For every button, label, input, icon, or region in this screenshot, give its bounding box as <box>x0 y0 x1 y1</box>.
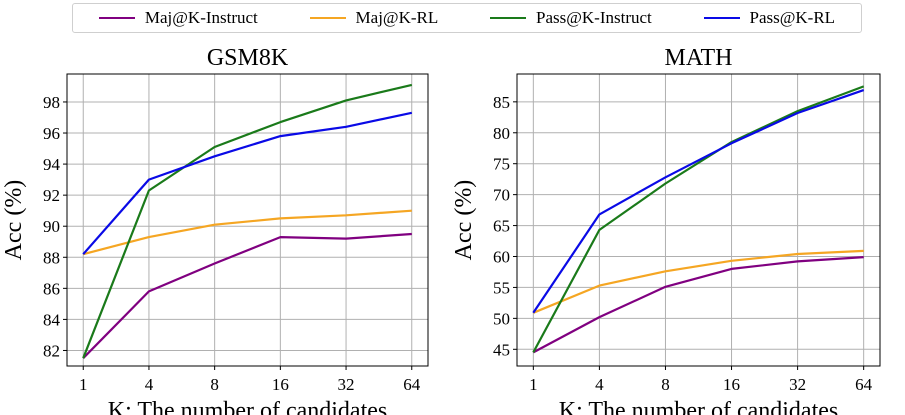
y-tick-label: 88 <box>43 248 60 267</box>
series-line-pass-k-rl <box>82 111 413 255</box>
y-tick-label: 60 <box>493 248 510 267</box>
legend-item-pass-rl: Pass@K-RL <box>703 8 836 28</box>
series-line-pass-k-instruct <box>82 83 413 359</box>
x-tick-label: 64 <box>403 375 421 394</box>
x-tick-label: 8 <box>661 375 670 394</box>
x-tick-label: 8 <box>210 375 219 394</box>
legend: Maj@K-Instruct Maj@K-RL Pass@K-Instruct … <box>72 3 862 33</box>
plot-frame <box>516 73 881 367</box>
y-tick-label: 75 <box>493 155 510 174</box>
series-line-maj-k-rl <box>532 249 864 314</box>
legend-item-maj-rl: Maj@K-RL <box>309 8 439 28</box>
y-tick-label: 90 <box>43 217 60 236</box>
legend-swatch <box>490 17 526 19</box>
legend-label: Pass@K-Instruct <box>536 8 652 27</box>
y-tick-label: 45 <box>493 340 510 359</box>
x-axis-label: K: The number of candidates <box>559 398 838 415</box>
legend-item-maj-instruct: Maj@K-Instruct <box>98 8 258 28</box>
x-tick-label: 1 <box>529 375 538 394</box>
legend-swatch <box>98 17 135 19</box>
x-tick-label: 4 <box>145 375 154 394</box>
chart-panel-gsm8k: 82 84 86 88 90 92 94 96 98 1 4 8 16 32 64 GSM8K K: The n… <box>1 45 429 415</box>
y-tick-label: 70 <box>493 186 510 205</box>
y-tick-label: 92 <box>43 186 60 205</box>
y-tick-label: 96 <box>43 124 60 143</box>
y-tick-label: 98 <box>43 93 60 112</box>
chart-panel-math: 45 50 55 60 65 70 75 80 85 1 4 8 16 32 64 MATH K: The nu… <box>451 45 881 415</box>
legend-label: Maj@K-Instruct <box>144 8 258 27</box>
x-tick-label: 16 <box>272 375 289 394</box>
legend-item-pass-instruct: Pass@K-Instruct <box>490 8 652 28</box>
series-line-maj-k-rl <box>82 209 412 256</box>
x-tick-label: 32 <box>789 375 806 394</box>
y-tick-label: 86 <box>43 279 60 298</box>
series-line-maj-k-instruct <box>82 232 412 359</box>
chart-title: MATH <box>664 45 732 71</box>
y-axis-label: Acc (%) <box>451 180 477 261</box>
y-tick-label: 94 <box>43 155 61 174</box>
y-axis-label: Acc (%) <box>1 180 27 261</box>
legend-swatch <box>703 17 740 19</box>
y-tick-label: 82 <box>43 341 60 360</box>
x-tick-label: 32 <box>338 375 355 394</box>
legend-label: Pass@K-RL <box>749 8 836 27</box>
chart-title: GSM8K <box>207 45 289 71</box>
x-tick-label: 4 <box>595 375 604 394</box>
plot-frame <box>66 73 429 367</box>
y-tick-label: 84 <box>43 310 61 329</box>
x-axis-label: K: The number of candidates <box>108 398 387 415</box>
y-tick-label: 85 <box>493 93 510 112</box>
x-tick-label: 16 <box>723 375 740 394</box>
series-line-pass-k-instruct <box>532 85 865 353</box>
x-tick-label: 64 <box>855 375 873 394</box>
y-tick-label: 65 <box>493 217 510 236</box>
legend-swatch <box>309 17 346 19</box>
y-tick-label: 55 <box>493 278 510 297</box>
y-tick-label: 50 <box>493 309 510 328</box>
x-tick-label: 1 <box>79 375 88 394</box>
series-line-pass-k-rl <box>532 89 865 314</box>
legend-label: Maj@K-RL <box>355 8 439 27</box>
y-tick-label: 80 <box>493 124 510 143</box>
series-line-maj-k-instruct <box>532 256 864 354</box>
